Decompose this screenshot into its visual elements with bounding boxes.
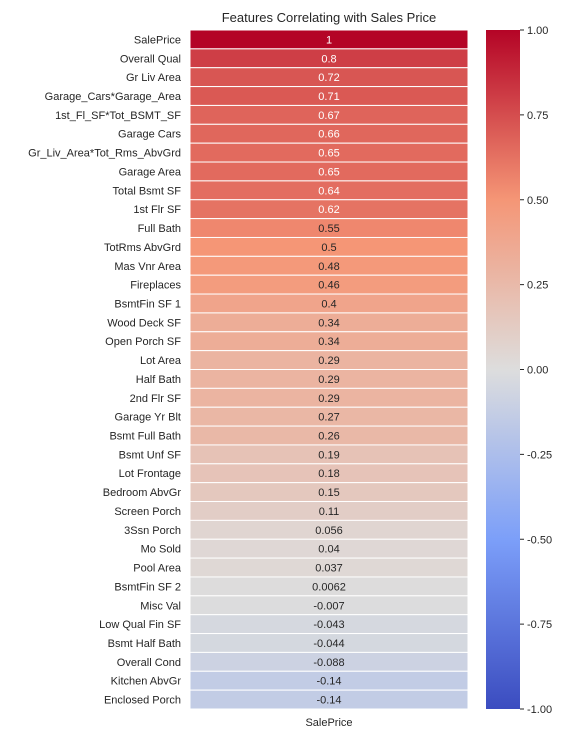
cell-value-label: 0.29 <box>318 393 339 405</box>
row-label: Full Bath <box>138 223 181 235</box>
row-label: Pool Area <box>133 563 182 575</box>
cell-value-label: 0.66 <box>318 129 339 141</box>
cell-value-label: 0.11 <box>319 506 340 518</box>
cell-value-label: 0.056 <box>315 525 343 537</box>
row-label: TotRms AbvGrd <box>104 242 181 254</box>
cell-value-label: 0.34 <box>318 336 339 348</box>
chart-title: Features Correlating with Sales Price <box>222 10 437 25</box>
cell-value-label: 1 <box>326 34 332 46</box>
row-label: Overall Qual <box>120 53 181 65</box>
row-label: Screen Porch <box>114 506 181 518</box>
row-label: Bsmt Full Bath <box>109 431 181 443</box>
cell-value-label: 0.0062 <box>312 581 346 593</box>
row-label: Mas Vnr Area <box>114 261 182 273</box>
row-label: Garage Area <box>119 166 182 178</box>
row-label: Wood Deck SF <box>107 317 181 329</box>
row-label: Low Qual Fin SF <box>99 619 181 631</box>
colorbar-tick-label: 1.00 <box>527 25 548 37</box>
cell-value-label: 0.29 <box>318 355 339 367</box>
cell-value-label: -0.14 <box>316 695 341 707</box>
cell-value-label: -0.14 <box>316 676 341 688</box>
cell-value-label: 0.19 <box>318 449 339 461</box>
colorbar: 1.00 0.75 0.50 0.25 0.00 -0.25 -0.50 -0.75 -1.00 <box>486 25 552 716</box>
row-label: 3Ssn Porch <box>124 525 181 537</box>
column-label: SalePrice <box>305 717 352 729</box>
row-label: BsmtFin SF 1 <box>114 298 181 310</box>
row-label: Total Bsmt SF <box>113 185 182 197</box>
row-label: 2nd Flr SF <box>130 393 182 405</box>
cell-value-label: 0.04 <box>318 544 339 556</box>
cell-value-label: 0.34 <box>318 317 339 329</box>
cell-value-label: 0.26 <box>318 431 339 443</box>
cell-value-label: -0.043 <box>313 619 344 631</box>
cell-value-label: 0.48 <box>318 261 339 273</box>
heatmap-cells: 1 0.8 0.72 0.71 0.67 0.66 0.65 0.65 0.64 0.62 0.55… <box>190 30 468 709</box>
row-label: Open Porch SF <box>105 336 181 348</box>
row-label: Half Bath <box>136 374 181 386</box>
row-label: Bsmt Half Bath <box>108 638 181 650</box>
row-label: Lot Frontage <box>119 468 181 480</box>
row-label: Mo Sold <box>141 544 181 556</box>
cell-value-label: 0.64 <box>318 185 339 197</box>
cell-value-label: 0.65 <box>318 166 339 178</box>
row-label: Kitchen AbvGr <box>111 676 182 688</box>
cell-value-label: 0.71 <box>318 91 339 103</box>
cell-value-label: 0.65 <box>318 148 339 160</box>
cell-value-label: -0.088 <box>313 657 344 669</box>
colorbar-tick-label: 0.25 <box>527 280 548 292</box>
row-label: Misc Val <box>140 600 181 612</box>
cell-value-label: 0.037 <box>315 563 343 575</box>
colorbar-tick-label: 0.00 <box>527 365 548 377</box>
row-label: Enclosed Porch <box>104 695 181 707</box>
row-label: Gr Liv Area <box>126 72 182 84</box>
cell-value-label: 0.62 <box>318 204 339 216</box>
row-label: Bsmt Unf SF <box>119 449 182 461</box>
row-label: 1st_Fl_SF*Tot_BSMT_SF <box>55 110 181 122</box>
row-label: Fireplaces <box>130 280 181 292</box>
row-label: BsmtFin SF 2 <box>114 581 181 593</box>
cell-value-label: 0.4 <box>321 298 336 310</box>
cell-value-label: 0.67 <box>318 110 339 122</box>
cell-value-label: 0.29 <box>318 374 339 386</box>
row-label: Bedroom AbvGr <box>103 487 182 499</box>
cell-value-label: -0.007 <box>313 600 344 612</box>
colorbar-tick-label: -0.75 <box>527 619 552 631</box>
row-label: Garage_Cars*Garage_Area <box>45 91 182 103</box>
row-label: Gr_Liv_Area*Tot_Rms_AbvGrd <box>28 148 181 160</box>
colorbar-gradient <box>486 30 520 709</box>
row-label: Overall Cond <box>117 657 181 669</box>
row-label: SalePrice <box>134 34 181 46</box>
colorbar-tick-label: 0.75 <box>527 110 548 122</box>
cell-value-label: 0.46 <box>318 280 339 292</box>
row-label: Lot Area <box>140 355 182 367</box>
colorbar-tick-label: -0.50 <box>527 534 552 546</box>
cell-value-label: 0.18 <box>318 468 339 480</box>
colorbar-tick-label: -1.00 <box>527 704 552 716</box>
cell-value-label: -0.044 <box>313 638 344 650</box>
colorbar-tick-label: -0.25 <box>527 449 552 461</box>
cell-value-label: 0.8 <box>321 53 336 65</box>
row-label: Garage Yr Blt <box>115 412 181 424</box>
cell-value-label: 0.55 <box>318 223 339 235</box>
row-labels: SalePrice Overall Qual Gr Liv Area Garage_C… <box>28 34 182 706</box>
cell-value-label: 0.72 <box>318 72 339 84</box>
cell-value-label: 0.5 <box>321 242 336 254</box>
row-label: Garage Cars <box>118 129 181 141</box>
cell-value-label: 0.27 <box>318 412 339 424</box>
row-label: 1st Flr SF <box>133 204 181 216</box>
cell-value-label: 0.15 <box>318 487 339 499</box>
colorbar-tick-label: 0.50 <box>527 195 548 207</box>
